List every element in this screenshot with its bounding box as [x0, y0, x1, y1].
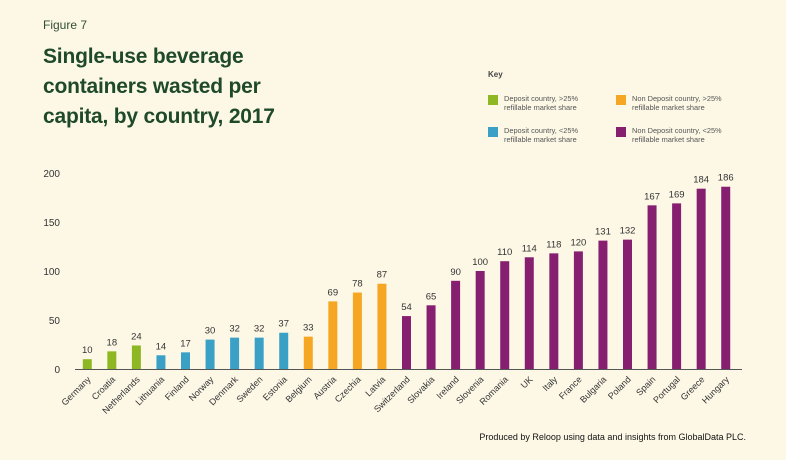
data-label: 78	[352, 279, 363, 290]
credit-note: Produced by Reloop using data and insigh…	[479, 432, 746, 442]
x-tick-label: Sweden	[235, 374, 265, 404]
x-tick-label: Germany	[59, 374, 93, 408]
legend: Key Deposit country, >25% refillable mar…	[488, 70, 748, 144]
bar	[475, 271, 485, 369]
data-label: 24	[131, 331, 142, 342]
legend-label: Deposit country, >25% refillable market …	[504, 94, 579, 112]
bar	[647, 205, 657, 369]
data-label: 14	[156, 341, 167, 352]
bar	[598, 240, 608, 369]
x-tick-label: UK	[519, 374, 535, 390]
bar	[107, 351, 117, 369]
data-label: 17	[180, 338, 191, 349]
bar	[205, 339, 215, 369]
bar	[352, 292, 362, 369]
legend-swatch	[488, 127, 498, 137]
data-label: 110	[497, 247, 512, 258]
legend-label: Deposit country, <25% refillable market …	[504, 126, 579, 144]
data-label: 131	[595, 227, 611, 238]
bar	[500, 261, 510, 369]
data-label: 186	[718, 173, 734, 184]
legend-item-deposit-high: Deposit country, >25% refillable market …	[488, 94, 616, 112]
legend-item-non-deposit-low: Non Deposit country, <25% refillable mar…	[616, 126, 744, 144]
legend-label: Non Deposit country, >25% refillable mar…	[632, 94, 722, 112]
bar	[131, 345, 141, 369]
bar	[672, 203, 682, 369]
y-tick-label: 0	[54, 365, 60, 376]
data-label: 132	[620, 226, 636, 237]
x-tick-label: Italy	[540, 374, 559, 393]
data-label: 32	[254, 324, 265, 335]
data-label: 18	[107, 337, 118, 348]
figure-label: Figure 7	[43, 18, 88, 32]
data-label: 65	[426, 291, 437, 302]
bar	[156, 355, 166, 369]
legend-title: Key	[488, 70, 503, 79]
data-label: 120	[570, 237, 586, 248]
bar	[377, 283, 387, 369]
bar	[328, 301, 338, 369]
x-tick-label: Portugal	[651, 374, 682, 405]
x-tick-label: Czechia	[333, 374, 363, 404]
y-tick-label: 50	[49, 316, 61, 327]
bar	[721, 186, 731, 369]
data-label: 32	[229, 324, 240, 335]
data-label: 54	[401, 302, 412, 313]
data-label: 10	[82, 345, 93, 356]
data-label: 30	[205, 326, 216, 337]
bar	[451, 280, 461, 369]
x-tick-label: Belgium	[284, 374, 314, 404]
data-label: 167	[644, 191, 660, 202]
legend-swatch	[488, 95, 498, 105]
x-tick-label: Finland	[163, 374, 191, 402]
x-tick-label: Poland	[606, 374, 633, 401]
data-label: 90	[450, 267, 461, 278]
legend-label: Non Deposit country, <25% refillable mar…	[632, 126, 722, 144]
bar	[402, 316, 411, 369]
y-tick-label: 200	[43, 169, 60, 180]
bar	[549, 253, 559, 369]
bar	[230, 337, 240, 369]
bar	[303, 336, 313, 369]
data-label: 169	[669, 189, 685, 200]
bar	[82, 359, 92, 369]
legend-grid: Deposit country, >25% refillable market …	[488, 94, 748, 144]
chart-title: Single-use beverage containers wasted pe…	[43, 45, 275, 128]
bar	[279, 332, 289, 369]
data-label: 69	[328, 287, 339, 298]
bar	[623, 239, 632, 369]
x-tick-label: Hungary	[700, 374, 731, 405]
data-label: 118	[546, 239, 561, 250]
x-tick-label: Bulgaria	[578, 374, 608, 404]
data-label: 33	[303, 323, 314, 334]
data-label: 114	[522, 243, 537, 254]
bar	[696, 188, 706, 369]
bar	[524, 257, 534, 369]
bar	[426, 305, 436, 369]
bar	[573, 251, 583, 369]
x-tick-label: Slovakia	[405, 374, 436, 405]
bar	[254, 337, 264, 369]
data-label: 184	[693, 175, 709, 186]
data-label: 37	[278, 319, 289, 330]
y-tick-label: 100	[43, 267, 60, 278]
legend-item-deposit-low: Deposit country, <25% refillable market …	[488, 126, 616, 144]
bar	[181, 352, 190, 369]
data-label: 87	[377, 270, 388, 281]
legend-swatch	[616, 95, 626, 105]
legend-swatch	[616, 127, 626, 137]
y-tick-label: 150	[43, 218, 60, 229]
data-label: 100	[472, 257, 488, 268]
legend-item-non-deposit-high: Non Deposit country, >25% refillable mar…	[616, 94, 744, 112]
